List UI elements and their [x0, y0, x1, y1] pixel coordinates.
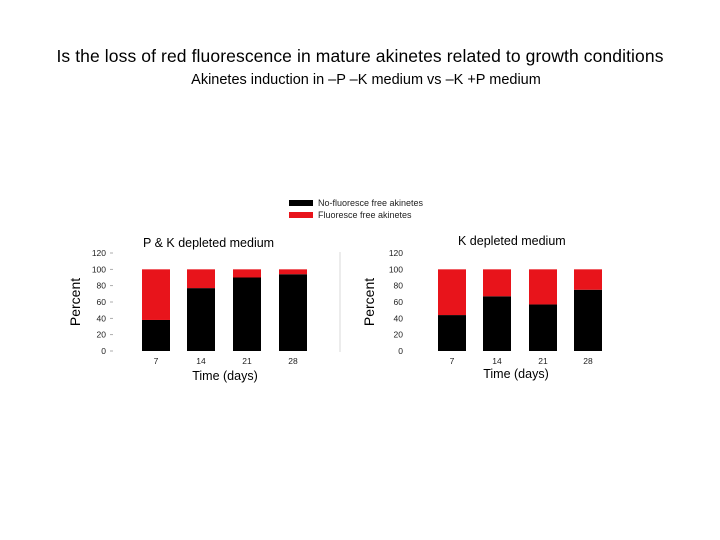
- y-tick-label: 60: [394, 297, 404, 307]
- y-tick-label: 120: [92, 248, 106, 258]
- x-axis-label: Time (days): [192, 369, 258, 383]
- y-tick-label: 40: [394, 313, 404, 323]
- legend-label: No-fluoresce free akinetes: [318, 198, 424, 208]
- chart-title: P & K depleted medium: [143, 236, 274, 250]
- y-tick-label: 80: [97, 281, 107, 291]
- bar-segment: [483, 296, 511, 351]
- bar-segment: [574, 269, 602, 290]
- bar-segment: [233, 269, 261, 278]
- legend-swatch: [289, 212, 313, 218]
- bar-segment: [574, 289, 602, 351]
- chart-panel-pk-depleted: P & K depleted medium 0 20 40 60 80 100 120 Perc…: [67, 236, 307, 383]
- y-tick-label: 20: [97, 330, 107, 340]
- bar-segment: [279, 274, 307, 351]
- x-tick-label: 14: [196, 356, 206, 366]
- y-tick-label: 100: [389, 264, 403, 274]
- y-tick-label: 40: [97, 313, 107, 323]
- x-tick-label: 7: [154, 356, 159, 366]
- bar-segment: [187, 288, 215, 351]
- x-axis-label: Time (days): [483, 367, 549, 381]
- y-tick-label: 120: [389, 248, 403, 258]
- bar-segment: [187, 269, 215, 289]
- y-tick-label: 100: [92, 264, 106, 274]
- y-axis-label: Percent: [361, 278, 377, 326]
- bar-segment: [233, 277, 261, 351]
- y-tick-label: 80: [394, 281, 404, 291]
- bar-segment: [142, 319, 170, 351]
- chart-panel-k-depleted: K depleted medium 0 20 40 60 80 100 120 Percent 7…: [361, 234, 602, 381]
- x-tick-label: 21: [242, 356, 252, 366]
- bar-segment: [438, 269, 466, 316]
- x-tick-label: 7: [450, 356, 455, 366]
- chart-legend: No-fluoresce free akinetes Fluoresce free…: [289, 198, 424, 220]
- legend-swatch: [289, 200, 313, 206]
- bar-segment: [483, 269, 511, 297]
- bar-segment: [529, 269, 557, 305]
- y-tick-label: 20: [394, 330, 404, 340]
- y-tick-label: 60: [97, 297, 107, 307]
- y-axis-label: Percent: [67, 278, 83, 326]
- x-tick-label: 21: [538, 356, 548, 366]
- y-tick-label: 0: [101, 346, 106, 356]
- x-tick-label: 28: [288, 356, 298, 366]
- x-tick-label: 14: [492, 356, 502, 366]
- bar-segment: [529, 304, 557, 351]
- chart-title: K depleted medium: [458, 234, 566, 248]
- page-subtitle: Akinetes induction in –P –K medium vs –K…: [191, 72, 541, 88]
- page-title: Is the loss of red fluorescence in matur…: [56, 46, 664, 66]
- bar-segment: [142, 269, 170, 320]
- bar-segment: [438, 315, 466, 351]
- x-tick-label: 28: [583, 356, 593, 366]
- y-tick-label: 0: [398, 346, 403, 356]
- bar-segment: [279, 269, 307, 275]
- legend-label: Fluoresce free akinetes: [318, 210, 412, 220]
